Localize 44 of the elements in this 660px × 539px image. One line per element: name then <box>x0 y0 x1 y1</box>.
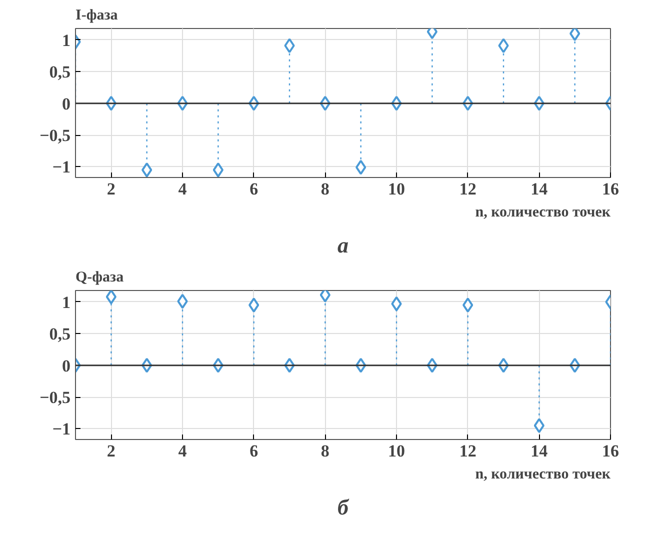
point <box>391 296 402 312</box>
y-tick-label: 0 <box>62 94 70 114</box>
text: а <box>338 232 348 258</box>
y-tick-label: 1 <box>62 292 70 312</box>
point <box>498 38 509 54</box>
x-tick-label: 16 <box>602 180 619 198</box>
point <box>212 162 224 178</box>
point <box>534 418 544 434</box>
point <box>570 28 580 42</box>
chart-title: Q-фаза <box>76 270 124 286</box>
x-tick-label: 2 <box>106 180 116 198</box>
x-tick-label: 2 <box>106 442 116 460</box>
y-tick-label: 0 <box>62 356 70 376</box>
x-tick-label: 10 <box>388 180 405 198</box>
x-tick-label: 12 <box>459 180 476 198</box>
x-tick-label: 8 <box>320 442 330 460</box>
y-tick-label: −0,5 <box>40 388 70 408</box>
chart-title: I-фаза <box>76 8 118 24</box>
point <box>142 162 152 178</box>
point <box>462 298 474 313</box>
y-tick-label: −1 <box>52 158 70 177</box>
x-tick-label: 4 <box>178 442 188 460</box>
y-tick-label: 0,5 <box>49 62 70 82</box>
text: б <box>338 494 350 520</box>
point <box>356 160 366 175</box>
x-tick-label: 16 <box>602 442 619 460</box>
point <box>284 38 295 54</box>
x-axis-title: n, количество точек <box>475 204 611 220</box>
x-tick-label: 12 <box>459 442 476 460</box>
x-tick-label: 14 <box>530 442 548 460</box>
x-tick-label: 10 <box>388 442 405 460</box>
x-tick-label: 6 <box>250 442 258 460</box>
point <box>248 298 260 313</box>
point <box>106 290 116 304</box>
y-tick-label: −0,5 <box>40 126 70 146</box>
x-axis-title: n, количество точек <box>475 466 611 482</box>
x-tick-label: 14 <box>530 180 548 198</box>
y-tick-label: 0,5 <box>49 324 70 344</box>
y-tick-label: 1 <box>62 30 70 50</box>
x-tick-label: 4 <box>178 180 188 198</box>
point <box>177 294 188 309</box>
x-tick-label: 6 <box>250 180 258 198</box>
y-tick-label: −1 <box>52 420 70 439</box>
x-tick-label: 8 <box>320 180 330 198</box>
